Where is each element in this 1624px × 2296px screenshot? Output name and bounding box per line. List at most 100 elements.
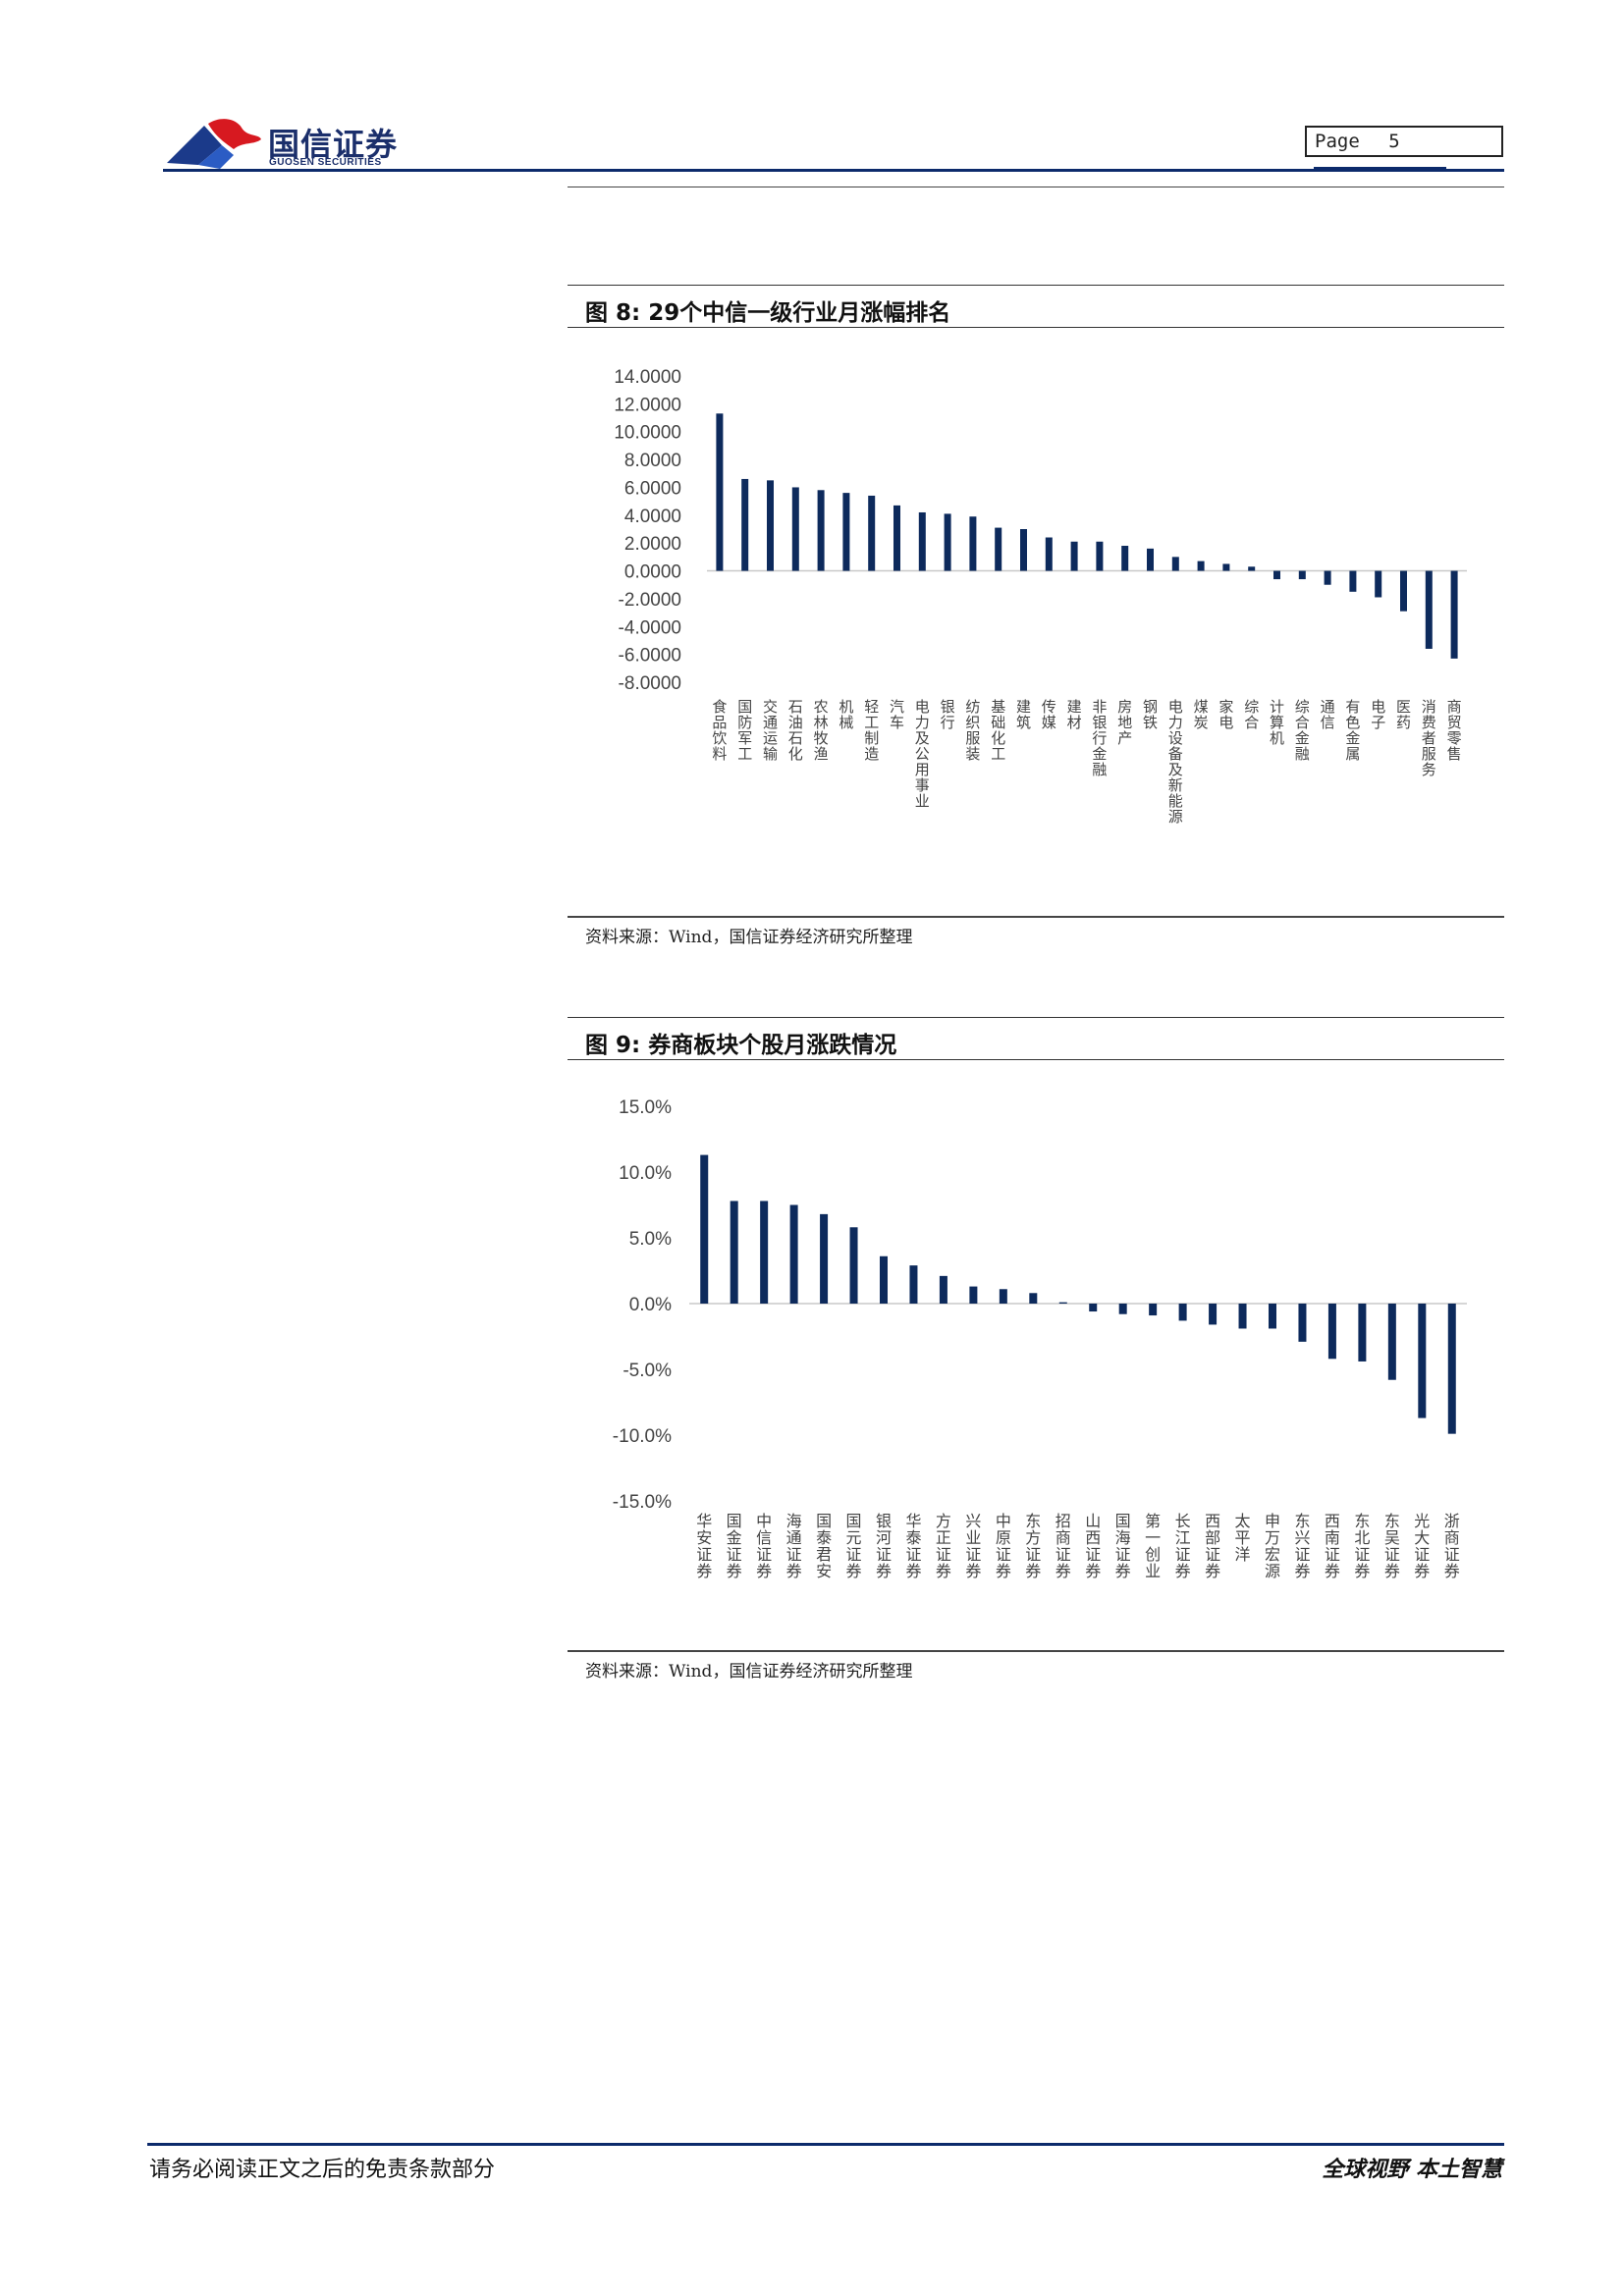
bar bbox=[1149, 1304, 1158, 1316]
x-category-label: 非银行金融 bbox=[1092, 698, 1107, 778]
bar bbox=[1298, 570, 1306, 580]
y-tick-label: -2.0000 bbox=[619, 590, 681, 611]
x-category-glyph: 医 bbox=[1396, 698, 1411, 716]
x-category-glyph: 食 bbox=[712, 698, 727, 716]
x-category-glyph: 算 bbox=[1270, 714, 1284, 731]
x-category-label: 海通证券 bbox=[786, 1512, 802, 1580]
x-category-label: 招商证券 bbox=[1056, 1512, 1071, 1580]
bar bbox=[893, 505, 900, 571]
x-category-glyph: 农 bbox=[814, 698, 829, 716]
y-tick-label: 2.0000 bbox=[624, 534, 681, 555]
x-category-glyph: 证 bbox=[1085, 1545, 1101, 1564]
x-category-label: 东方证券 bbox=[1025, 1512, 1041, 1580]
bar bbox=[700, 1154, 709, 1304]
x-category-glyph: 计 bbox=[1270, 698, 1284, 716]
x-category-glyph: 输 bbox=[763, 745, 778, 763]
x-category-glyph: 及 bbox=[915, 729, 930, 747]
bar bbox=[1089, 1304, 1098, 1312]
x-category-label: 计算机 bbox=[1270, 698, 1284, 747]
bar bbox=[820, 1213, 829, 1304]
x-category-glyph: 汽 bbox=[890, 698, 904, 716]
x-category-glyph: 饮 bbox=[712, 729, 727, 747]
x-category-glyph: 础 bbox=[991, 714, 1005, 731]
y-tick-label: -15.0% bbox=[613, 1492, 672, 1513]
x-category-label: 医药 bbox=[1396, 698, 1411, 731]
x-category-glyph: 商 bbox=[1447, 698, 1462, 716]
bar bbox=[1447, 1304, 1456, 1434]
figure9-source: 资料来源：Wind，国信证券经济研究所整理 bbox=[585, 1662, 913, 1682]
x-category-glyph: 工 bbox=[864, 714, 879, 731]
x-category-glyph: 子 bbox=[1371, 714, 1385, 731]
y-tick-label: 5.0% bbox=[629, 1229, 672, 1250]
x-category-glyph: 金 bbox=[727, 1528, 742, 1547]
x-category-glyph: 能 bbox=[1168, 792, 1183, 810]
x-category-glyph: 属 bbox=[1345, 745, 1360, 763]
x-category-glyph: 证 bbox=[1205, 1545, 1220, 1564]
bar bbox=[999, 1289, 1007, 1304]
x-category-glyph: 证 bbox=[1115, 1545, 1131, 1564]
x-category-glyph: 东 bbox=[1294, 1512, 1310, 1530]
y-tick-label: 14.0000 bbox=[614, 367, 681, 388]
bar bbox=[741, 478, 749, 571]
x-category-glyph: 防 bbox=[737, 714, 752, 731]
x-category-glyph: 信 bbox=[1321, 714, 1335, 731]
x-category-glyph: 有 bbox=[1345, 698, 1360, 716]
x-category-glyph: 券 bbox=[1325, 1562, 1340, 1580]
y-tick-label: -4.0000 bbox=[619, 617, 681, 638]
x-category-glyph: 建 bbox=[1016, 698, 1031, 716]
x-category-label: 方正证券 bbox=[936, 1512, 951, 1580]
x-category-glyph: 证 bbox=[996, 1545, 1011, 1564]
x-category-glyph: 者 bbox=[1422, 729, 1436, 747]
y-tick-label: 4.0000 bbox=[624, 507, 681, 527]
x-category-glyph: 光 bbox=[1414, 1512, 1430, 1530]
x-category-glyph: 媒 bbox=[1042, 714, 1056, 731]
bar bbox=[969, 516, 977, 571]
bar bbox=[849, 1227, 858, 1304]
x-category-label: 综合金融 bbox=[1295, 698, 1310, 763]
x-category-glyph: 电 bbox=[1371, 698, 1385, 716]
x-category-glyph: 装 bbox=[965, 745, 980, 763]
x-category-glyph: 品 bbox=[712, 714, 727, 731]
bar bbox=[1197, 561, 1205, 571]
bar bbox=[1358, 1304, 1367, 1362]
x-category-glyph: 证 bbox=[876, 1545, 892, 1564]
x-category-glyph: 电 bbox=[1168, 698, 1183, 716]
x-category-glyph: 券 bbox=[1175, 1562, 1191, 1580]
x-category-glyph: 煤 bbox=[1194, 698, 1209, 716]
x-category-glyph: 君 bbox=[816, 1545, 832, 1564]
bar bbox=[817, 490, 825, 571]
x-category-glyph: 轻 bbox=[864, 698, 879, 716]
x-category-label: 华安证券 bbox=[696, 1512, 712, 1580]
x-category-glyph: 券 bbox=[1444, 1562, 1460, 1580]
x-category-glyph: 非 bbox=[1092, 698, 1107, 716]
x-category-glyph: 证 bbox=[1384, 1545, 1400, 1564]
y-tick-label: -6.0000 bbox=[619, 646, 681, 667]
x-category-glyph: 军 bbox=[737, 729, 752, 747]
x-category-glyph: 证 bbox=[786, 1545, 802, 1564]
x-category-glyph: 务 bbox=[1422, 761, 1436, 778]
x-category-label: 商贸零售 bbox=[1447, 698, 1462, 763]
bar bbox=[716, 413, 724, 571]
x-category-label: 东北证券 bbox=[1354, 1512, 1370, 1580]
x-category-glyph: 河 bbox=[876, 1528, 892, 1547]
x-category-glyph: 通 bbox=[1321, 698, 1335, 716]
x-category-glyph: 材 bbox=[1067, 714, 1082, 731]
page-indicator: Page 5 bbox=[1305, 126, 1503, 157]
x-category-glyph: 部 bbox=[1205, 1528, 1220, 1547]
x-category-label: 西南证券 bbox=[1325, 1512, 1340, 1580]
bar bbox=[909, 1265, 918, 1304]
x-category-label: 银河证券 bbox=[876, 1512, 892, 1580]
x-category-glyph: 消 bbox=[1422, 698, 1436, 716]
bar bbox=[944, 513, 951, 571]
bar bbox=[1298, 1304, 1307, 1342]
x-category-glyph: 券 bbox=[727, 1562, 742, 1580]
x-category-glyph: 证 bbox=[1294, 1545, 1310, 1564]
x-category-label: 机械 bbox=[839, 698, 853, 731]
x-category-glyph: 山 bbox=[1085, 1512, 1101, 1530]
x-category-glyph: 交 bbox=[763, 698, 778, 716]
x-category-glyph: 万 bbox=[1265, 1528, 1280, 1547]
bar bbox=[789, 1204, 798, 1304]
x-category-glyph: 西 bbox=[1205, 1512, 1220, 1530]
x-category-glyph: 方 bbox=[1025, 1528, 1041, 1547]
x-category-glyph: 合 bbox=[1244, 714, 1259, 731]
